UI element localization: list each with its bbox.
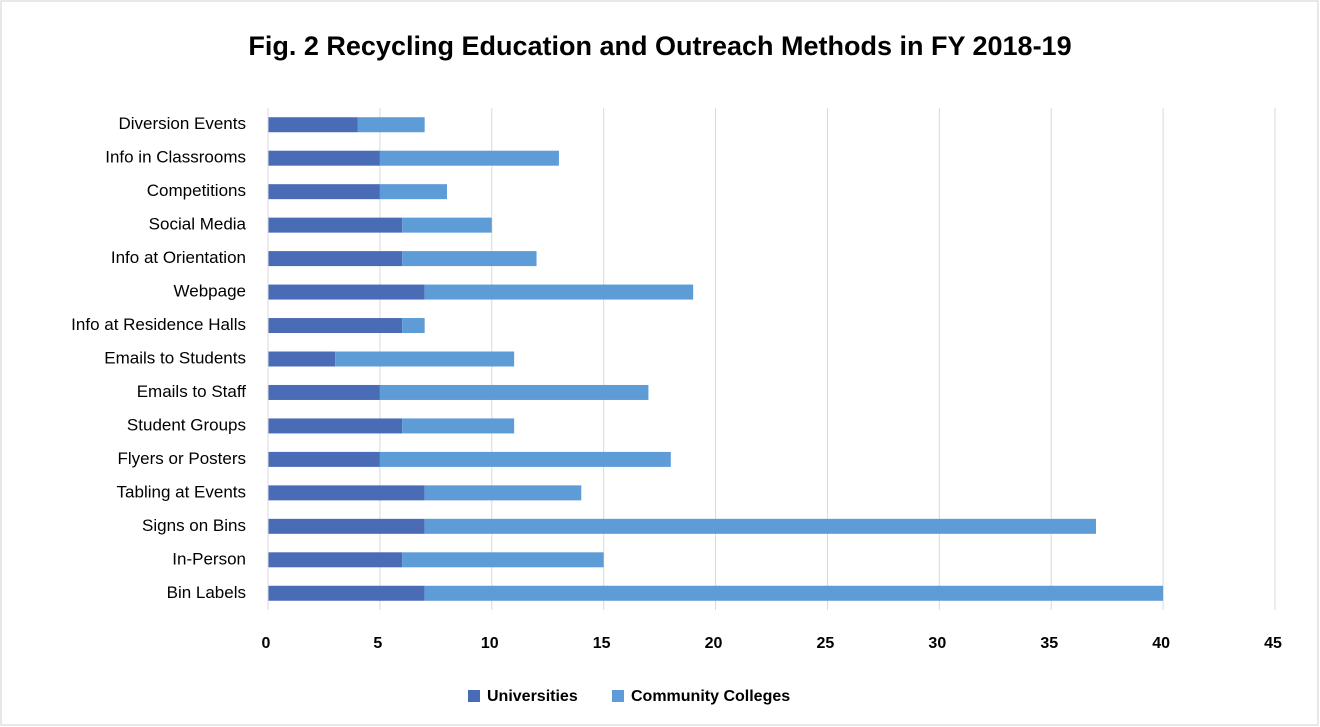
legend-swatch	[468, 690, 480, 702]
y-tick-label: In-Person	[172, 549, 246, 568]
bar-segment	[424, 518, 1096, 534]
chart-title: Fig. 2 Recycling Education and Outreach …	[248, 31, 1071, 61]
bar-segment	[379, 384, 649, 400]
bar-segment	[402, 251, 537, 267]
bar-segment	[268, 418, 403, 434]
legend-swatch	[612, 690, 624, 702]
bar-segment	[424, 284, 694, 300]
y-tick-label: Info in Classrooms	[105, 148, 246, 167]
bar-segment	[268, 518, 425, 534]
bar-segment	[268, 217, 403, 233]
y-tick-label: Competitions	[147, 181, 246, 200]
bar-segment	[268, 585, 425, 601]
x-tick-label: 5	[373, 635, 382, 652]
y-tick-label: Signs on Bins	[142, 516, 246, 535]
bar-segment	[268, 485, 425, 501]
bar-segment	[402, 217, 492, 233]
bar-segment	[402, 418, 515, 434]
y-tick-label: Webpage	[174, 282, 246, 301]
bar-segment	[379, 451, 671, 467]
bar-segment	[379, 150, 559, 166]
y-tick-label: Social Media	[149, 215, 247, 234]
x-tick-label: 40	[1152, 635, 1170, 652]
x-tick-label: 15	[593, 635, 611, 652]
legend-label: Community Colleges	[631, 688, 790, 705]
x-tick-label: 20	[705, 635, 723, 652]
y-tick-label: Flyers or Posters	[118, 449, 246, 468]
x-tick-label: 25	[817, 635, 835, 652]
y-tick-label: Info at Orientation	[111, 248, 246, 267]
bar-segment	[424, 485, 582, 501]
bar-segment	[357, 117, 425, 133]
bar-segment	[268, 384, 380, 400]
bar-segment	[268, 351, 336, 367]
legend-label: Universities	[487, 688, 578, 705]
y-tick-label: Tabling at Events	[117, 482, 246, 501]
y-tick-label: Bin Labels	[167, 583, 246, 602]
bar-segment	[268, 552, 403, 568]
bar-segment	[268, 117, 358, 133]
bar-segment	[402, 318, 425, 334]
bar-segment	[268, 284, 425, 300]
y-tick-label: Emails to Students	[104, 348, 246, 367]
bar-segment	[402, 552, 604, 568]
bar-segment	[424, 585, 1164, 601]
bar-segment	[268, 251, 403, 267]
x-tick-label: 35	[1040, 635, 1058, 652]
bar-segment	[379, 184, 448, 200]
bar-segment	[268, 184, 380, 200]
x-tick-label: 45	[1264, 635, 1282, 652]
bar-segment	[268, 318, 403, 334]
y-tick-label: Info at Residence Halls	[71, 315, 246, 334]
bar-segment	[268, 451, 380, 467]
x-tick-label: 30	[928, 635, 946, 652]
x-tick-label: 0	[262, 635, 271, 652]
y-tick-label: Emails to Staff	[137, 382, 247, 401]
x-tick-label: 10	[481, 635, 499, 652]
y-tick-label: Student Groups	[127, 415, 246, 434]
y-tick-label: Diversion Events	[118, 114, 246, 133]
bar-segment	[268, 150, 380, 166]
bar-segment	[335, 351, 515, 367]
